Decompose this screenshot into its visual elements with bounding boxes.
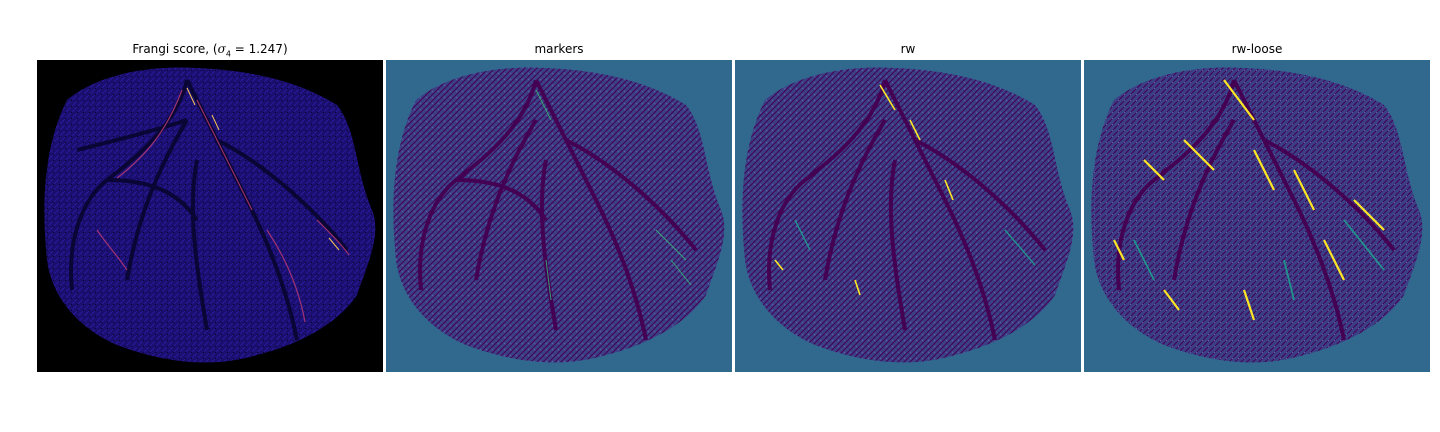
panel-title-rw-loose: rw-loose — [1231, 42, 1283, 56]
markers-vessels — [418, 79, 698, 341]
rw-image-canvas — [735, 60, 1081, 372]
frangi-bright-spots — [186, 87, 340, 251]
rw-tissue — [742, 67, 1074, 363]
rw-loose-tissue — [1091, 67, 1423, 363]
panel-title-frangi: Frangi score, (σ4 = 1.247) — [132, 42, 288, 59]
panel-title-rw: rw — [900, 42, 916, 56]
rw-loose-labels — [1113, 79, 1385, 321]
rw-image — [735, 60, 1081, 372]
rw-loose-image-canvas — [1084, 60, 1430, 372]
frangi-vessel-highlights — [96, 89, 350, 323]
rw-vessels — [767, 79, 1047, 341]
markers-image-canvas — [386, 60, 732, 372]
rw-loose-image — [1084, 60, 1430, 372]
frangi-tissue — [44, 67, 376, 363]
rw-labels — [774, 84, 954, 296]
rw-loose-vessels — [1116, 79, 1396, 341]
rw-loose-mid-regions — [1133, 219, 1385, 301]
markers-seeds — [535, 89, 692, 301]
frangi-image — [37, 60, 383, 372]
markers-tissue — [393, 67, 725, 363]
panel-title-markers: markers — [534, 42, 584, 56]
rw-mid-regions — [794, 219, 1036, 266]
frangi-image-canvas — [37, 60, 383, 372]
markers-image — [386, 60, 732, 372]
